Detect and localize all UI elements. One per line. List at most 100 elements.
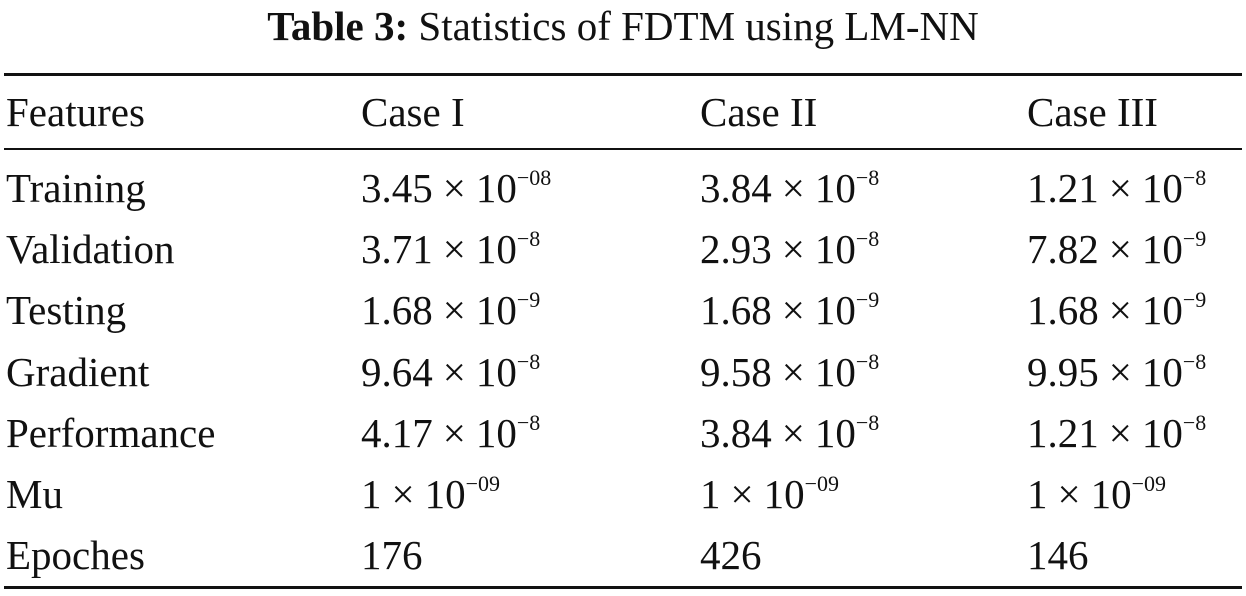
feature-cell: Epoches (6, 532, 145, 578)
base-ten: 10 (1090, 471, 1132, 517)
mantissa: 4.17 (361, 410, 433, 456)
mantissa: 9.58 (700, 349, 772, 395)
exponent: −9 (1182, 226, 1207, 252)
exponent: −8 (1182, 349, 1207, 375)
base-ten: 10 (814, 165, 856, 211)
header-case-ii: Case II (700, 89, 818, 135)
exponent: −8 (516, 410, 541, 436)
mantissa: 1.21 (1027, 165, 1099, 211)
value-cell: 3.84 × 10−8 (700, 405, 879, 461)
table-caption-text: Statistics of FDTM using LM-NN (418, 3, 979, 49)
table-top-rule (4, 73, 1242, 76)
times-sign: × (1108, 165, 1132, 211)
times-sign: × (391, 471, 415, 517)
times-sign: × (442, 165, 466, 211)
base-ten: 10 (475, 410, 517, 456)
times-sign: × (781, 349, 805, 395)
base-ten: 10 (1141, 349, 1183, 395)
base-ten: 10 (475, 287, 517, 333)
value-cell: 4.17 × 10−8 (361, 405, 540, 461)
times-sign: × (730, 471, 754, 517)
exponent: −8 (1182, 165, 1207, 191)
mantissa: 3.84 (700, 410, 772, 456)
value-cell: 1.21 × 10−8 (1027, 160, 1206, 216)
table-caption-label: Table 3: (267, 3, 409, 49)
exponent: −09 (465, 471, 501, 497)
times-sign: × (1108, 349, 1132, 395)
times-sign: × (442, 226, 466, 272)
value-cell: 1.21 × 10−8 (1027, 405, 1206, 461)
mantissa: 1 (361, 471, 382, 517)
mantissa: 1 (700, 471, 721, 517)
times-sign: × (781, 165, 805, 211)
value-cell: 7.82 × 10−9 (1027, 221, 1206, 277)
mantissa: 1.68 (361, 287, 433, 333)
mantissa: 1 (1027, 471, 1048, 517)
exponent: −8 (516, 349, 541, 375)
exponent: −8 (516, 226, 541, 252)
base-ten: 10 (814, 410, 856, 456)
value-cell: 426 (700, 532, 762, 578)
value-cell: 146 (1027, 532, 1089, 578)
table-header-rule (4, 148, 1242, 150)
exponent: −08 (516, 165, 552, 191)
header-case-iii: Case III (1027, 89, 1158, 135)
exponent: −8 (855, 165, 880, 191)
table-row: Performance 4.17 × 10−8 3.84 × 10−8 1.21 × 10−8 (0, 405, 1246, 461)
base-ten: 10 (475, 349, 517, 395)
times-sign: × (1057, 471, 1081, 517)
mantissa: 9.64 (361, 349, 433, 395)
exponent: −8 (1182, 410, 1207, 436)
table-row: Validation 3.71 × 10−8 2.93 × 10−8 7.82 × 10−9 (0, 221, 1246, 277)
value-cell: 9.64 × 10−8 (361, 344, 540, 400)
value-cell: 9.58 × 10−8 (700, 344, 879, 400)
table-caption: Table 3: Statistics of FDTM using LM-NN (0, 4, 1246, 48)
exponent: −9 (516, 287, 541, 313)
feature-cell: Mu (6, 471, 63, 517)
base-ten: 10 (475, 165, 517, 211)
base-ten: 10 (1141, 165, 1183, 211)
value-cell: 176 (361, 532, 423, 578)
exponent: −09 (804, 471, 840, 497)
times-sign: × (1108, 287, 1132, 333)
feature-cell: Gradient (6, 349, 150, 395)
times-sign: × (781, 226, 805, 272)
value-cell: 1 × 10−09 (700, 466, 839, 522)
value-cell: 1.68 × 10−9 (1027, 282, 1206, 338)
table-row: Testing 1.68 × 10−9 1.68 × 10−9 1.68 × 10−9 (0, 282, 1246, 338)
times-sign: × (442, 349, 466, 395)
exponent: −09 (1131, 471, 1167, 497)
mantissa: 1.21 (1027, 410, 1099, 456)
base-ten: 10 (814, 349, 856, 395)
value-cell: 1 × 10−09 (1027, 466, 1166, 522)
times-sign: × (1108, 410, 1132, 456)
mantissa: 3.84 (700, 165, 772, 211)
table-row: Mu 1 × 10−09 1 × 10−09 1 × 10−09 (0, 466, 1246, 522)
mantissa: 2.93 (700, 226, 772, 272)
table-row: Training 3.45 × 10−08 3.84 × 10−8 1.21 × 10−8 (0, 160, 1246, 216)
value-cell: 9.95 × 10−8 (1027, 344, 1206, 400)
mantissa: 3.45 (361, 165, 433, 211)
times-sign: × (781, 287, 805, 333)
base-ten: 10 (475, 226, 517, 272)
times-sign: × (442, 410, 466, 456)
value-cell: 3.71 × 10−8 (361, 221, 540, 277)
times-sign: × (442, 287, 466, 333)
mantissa: 1.68 (700, 287, 772, 333)
mantissa: 3.71 (361, 226, 433, 272)
base-ten: 10 (1141, 410, 1183, 456)
base-ten: 10 (814, 226, 856, 272)
feature-cell: Training (6, 165, 146, 211)
value-cell: 1.68 × 10−9 (361, 282, 540, 338)
exponent: −8 (855, 349, 880, 375)
base-ten: 10 (1141, 287, 1183, 333)
table-row: Gradient 9.64 × 10−8 9.58 × 10−8 9.95 × 10−8 (0, 344, 1246, 400)
feature-cell: Testing (6, 287, 127, 333)
base-ten: 10 (763, 471, 805, 517)
base-ten: 10 (814, 287, 856, 333)
table-bottom-rule (4, 586, 1242, 589)
mantissa: 1.68 (1027, 287, 1099, 333)
exponent: −9 (1182, 287, 1207, 313)
times-sign: × (1108, 226, 1132, 272)
header-case-i: Case I (361, 89, 465, 135)
